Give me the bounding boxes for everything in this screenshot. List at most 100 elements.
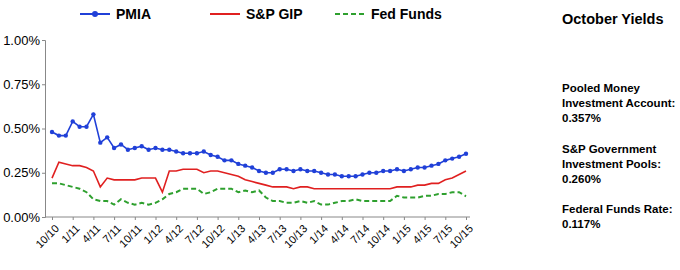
series-point xyxy=(57,133,61,137)
x-axis: 10/101/114/117/1110/111/124/127/1210/121… xyxy=(33,217,475,250)
series-line xyxy=(52,162,466,192)
x-tick-label: 10/10 xyxy=(33,222,61,250)
series-point xyxy=(257,169,261,173)
series-point xyxy=(250,165,254,169)
series-point xyxy=(402,169,406,173)
x-tick-mark xyxy=(404,217,405,220)
x-tick-mark xyxy=(73,217,74,220)
x-tick-label: 1/14 xyxy=(307,222,331,246)
x-tick-mark xyxy=(383,217,384,220)
series-point xyxy=(222,158,226,162)
x-tick: 1/12 xyxy=(141,217,165,246)
legend: PMIA S&P GIP Fed Funds xyxy=(80,6,442,22)
x-tick-mark xyxy=(218,217,219,220)
series-point xyxy=(202,149,206,153)
series-point xyxy=(243,163,247,167)
series-point xyxy=(84,125,88,129)
legend-marker xyxy=(92,11,98,17)
y-tick-label: 0.75% xyxy=(3,77,40,92)
x-tick-label: 1/15 xyxy=(389,222,413,246)
series-point xyxy=(429,163,433,167)
legend-label: Fed Funds xyxy=(371,6,442,22)
chart-svg: 0.00% 0.25% 0.50% 0.75% 1.00% 10/101/114/117/… xyxy=(0,0,680,270)
x-tick-label: 1/11 xyxy=(59,222,82,245)
legend-swatch xyxy=(210,13,240,15)
x-tick-label: 4/13 xyxy=(245,222,269,246)
y-tick-mark xyxy=(42,84,45,85)
y-tick-label: 1.00% xyxy=(3,33,40,48)
x-tick: 4/11 xyxy=(80,217,103,245)
x-tick-mark xyxy=(176,217,177,220)
y-axis-line xyxy=(42,41,46,218)
series-point xyxy=(422,165,426,169)
series-point xyxy=(71,119,75,123)
series-point xyxy=(450,156,454,160)
series-point xyxy=(64,133,68,137)
x-tick: 10/15 xyxy=(447,217,475,250)
x-tick-label: 4/12 xyxy=(162,222,186,246)
series-point xyxy=(181,151,185,155)
series-point xyxy=(374,171,378,175)
x-tick-label: 10/12 xyxy=(199,222,227,250)
title: October Yields xyxy=(562,11,664,27)
x-tick-mark xyxy=(342,217,343,220)
series-point xyxy=(77,125,81,129)
y-tick-mark xyxy=(42,173,45,174)
x-tick-mark xyxy=(156,217,157,220)
annotation: 0.117% xyxy=(562,218,600,230)
annotations: Pooled MoneyInvestment Account:0.357%S&P… xyxy=(562,82,675,230)
x-tick-mark xyxy=(114,217,115,220)
x-tick-label: 4/14 xyxy=(327,222,351,246)
x-axis-line xyxy=(45,217,470,218)
series-point xyxy=(146,148,150,152)
series-line xyxy=(52,183,466,204)
x-tick: 4/14 xyxy=(327,217,351,246)
series-point xyxy=(160,148,164,152)
x-tick-mark xyxy=(445,217,446,220)
x-tick-label: 10/11 xyxy=(117,222,144,249)
series-point xyxy=(457,155,461,159)
x-tick-mark xyxy=(300,217,301,220)
y-tick-label: 0.25% xyxy=(3,165,40,180)
y-tick-mark xyxy=(42,40,45,41)
x-tick-label: 4/11 xyxy=(80,222,103,245)
x-tick-mark xyxy=(238,217,239,220)
series-point xyxy=(333,172,337,176)
legend-item: PMIA xyxy=(80,6,151,22)
x-tick: 10/13 xyxy=(282,217,310,250)
y-tick-mark xyxy=(42,217,45,218)
x-tick: 10/11 xyxy=(117,217,144,250)
x-tick: 1/14 xyxy=(307,217,331,246)
series-point xyxy=(112,146,116,150)
x-tick-label: 10/14 xyxy=(364,222,392,250)
x-tick: 10/14 xyxy=(364,217,392,250)
y-tick-label: 0.00% xyxy=(3,210,40,225)
x-tick: 10/10 xyxy=(33,217,61,250)
y-tick-mark xyxy=(42,129,45,130)
y-tick: 0.25% xyxy=(3,165,45,180)
series-point xyxy=(215,155,219,159)
series-point xyxy=(174,149,178,153)
legend-swatch xyxy=(335,13,365,15)
x-tick: 4/15 xyxy=(410,217,434,246)
series-line xyxy=(52,114,466,176)
series-point xyxy=(126,148,130,152)
series-point xyxy=(278,167,282,171)
series-point xyxy=(312,169,316,173)
x-tick-label: 10/13 xyxy=(282,222,310,250)
legend-item: Fed Funds xyxy=(335,6,442,22)
x-tick-mark xyxy=(466,217,467,220)
series-point xyxy=(236,162,240,166)
y-tick: 0.00% xyxy=(3,210,45,225)
x-tick-label: 1/13 xyxy=(224,222,248,246)
series-point xyxy=(326,172,330,176)
x-tick-mark xyxy=(197,217,198,220)
y-tick: 0.50% xyxy=(3,121,45,136)
annotation: Investment Account: xyxy=(562,97,675,109)
x-tick-mark xyxy=(425,217,426,220)
series-point xyxy=(195,151,199,155)
x-tick-label: 1/12 xyxy=(141,222,165,246)
series-point xyxy=(140,144,144,148)
legend-label: PMIA xyxy=(116,6,151,22)
legend-label: S&P GIP xyxy=(246,6,303,22)
